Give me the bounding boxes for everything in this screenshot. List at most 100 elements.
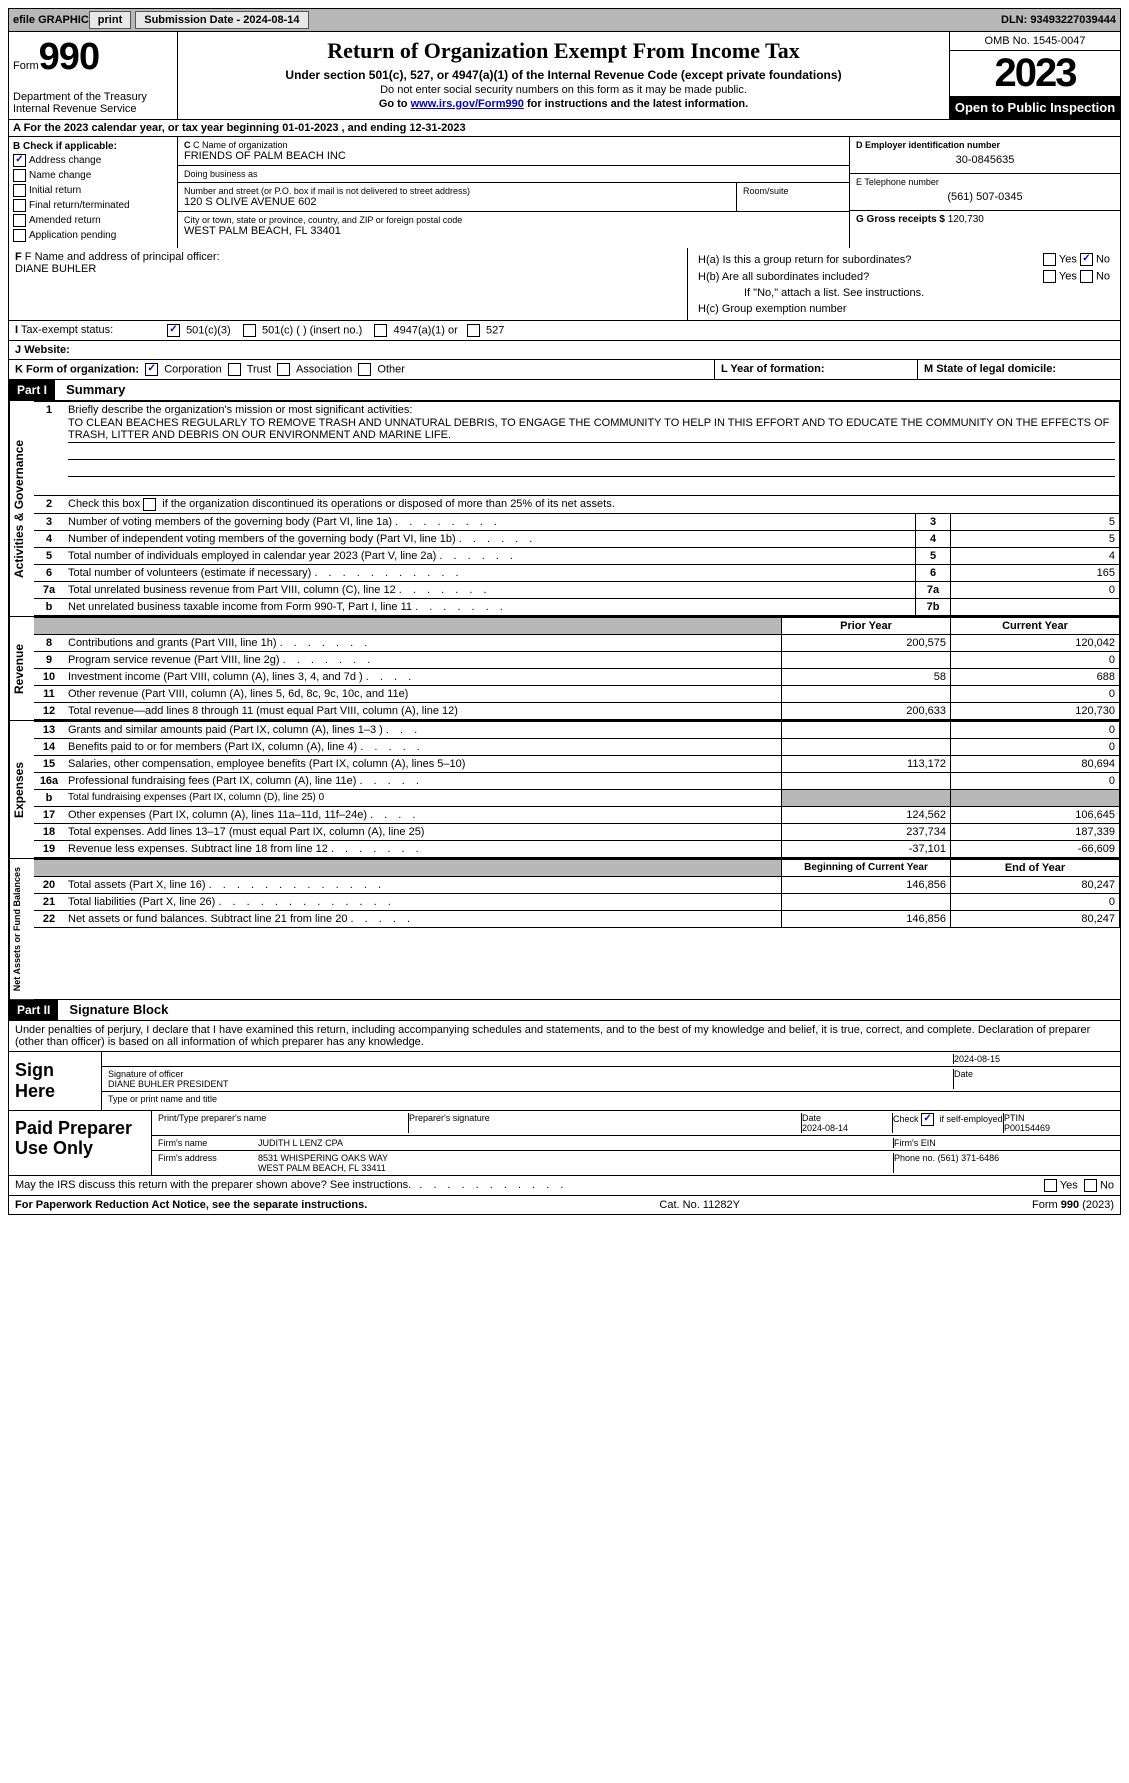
line3-desc: Number of voting members of the governin… xyxy=(64,514,916,531)
yes-label: Yes xyxy=(1059,253,1077,265)
irs-yes-label: Yes xyxy=(1060,1180,1078,1192)
print-button[interactable]: print xyxy=(89,11,131,29)
net-assets-section: Net Assets or Fund Balances Beginning of… xyxy=(8,859,1121,1000)
line16a-cy: 0 xyxy=(951,773,1120,790)
year-formation-label: L Year of formation: xyxy=(721,363,825,375)
line13-py xyxy=(782,722,951,739)
ha-no-checkbox[interactable] xyxy=(1080,253,1093,266)
signature-block: Under penalties of perjury, I declare th… xyxy=(8,1021,1121,1176)
paperwork-notice: For Paperwork Reduction Act Notice, see … xyxy=(15,1199,367,1211)
dba-label: Doing business as xyxy=(184,169,843,179)
line16a-num: 16a xyxy=(34,773,64,790)
line16a-desc: Professional fundraising fees (Part IX, … xyxy=(64,773,782,790)
gross-receipts-value: 120,730 xyxy=(948,214,984,225)
line7b-val xyxy=(951,599,1120,616)
room-label: Room/suite xyxy=(743,186,843,196)
irs-discuss-yes-checkbox[interactable] xyxy=(1044,1179,1057,1192)
line20-cy: 80,247 xyxy=(951,877,1120,894)
inspection-label: Open to Public Inspection xyxy=(950,96,1120,119)
expenses-section: Expenses 13Grants and similar amounts pa… xyxy=(8,721,1121,859)
activities-governance-section: Activities & Governance 1 Briefly descri… xyxy=(8,401,1121,617)
org-name-label: C Name of organization xyxy=(193,140,288,150)
hb-no-checkbox[interactable] xyxy=(1080,270,1093,283)
prep-date-value: 2024-08-14 xyxy=(802,1123,848,1133)
hb-yes-checkbox[interactable] xyxy=(1043,270,1056,283)
line22-num: 22 xyxy=(34,911,64,928)
firm-addr2: WEST PALM BEACH, FL 33411 xyxy=(258,1163,386,1173)
firm-addr-label: Firm's address xyxy=(158,1153,258,1173)
end-year-header: End of Year xyxy=(951,860,1120,877)
line17-desc: Other expenses (Part IX, column (A), lin… xyxy=(64,807,782,824)
corporation-checkbox[interactable] xyxy=(145,363,158,376)
cat-number: Cat. No. 11282Y xyxy=(659,1199,740,1211)
col-b-checkboxes: B Check if applicable: Address change Na… xyxy=(9,137,178,248)
org-name: FRIENDS OF PALM BEACH INC xyxy=(184,150,843,162)
ein-value: 30-0845635 xyxy=(856,150,1114,170)
line10-num: 10 xyxy=(34,669,64,686)
line11-cy: 0 xyxy=(951,686,1120,703)
sig-date: 2024-08-15 xyxy=(954,1054,1114,1064)
ha-yes-checkbox[interactable] xyxy=(1043,253,1056,266)
amended-return-label: Amended return xyxy=(29,215,101,226)
form-word: Form xyxy=(13,60,39,72)
firm-name-value: JUDITH L LENZ CPA xyxy=(258,1138,894,1148)
line14-num: 14 xyxy=(34,739,64,756)
firm-phone-label: Phone no. xyxy=(894,1153,935,1163)
col-c-org-details: C C Name of organization FRIENDS OF PALM… xyxy=(178,137,850,248)
self-employed-checkbox[interactable] xyxy=(921,1113,934,1126)
line12-num: 12 xyxy=(34,703,64,720)
line9-desc: Program service revenue (Part VIII, line… xyxy=(64,652,782,669)
irs-discuss-no-checkbox[interactable] xyxy=(1084,1179,1097,1192)
association-checkbox[interactable] xyxy=(277,363,290,376)
name-change-checkbox[interactable] xyxy=(13,169,26,182)
current-year-header: Current Year xyxy=(951,618,1120,635)
4947-checkbox[interactable] xyxy=(374,324,387,337)
line22-desc: Net assets or fund balances. Subtract li… xyxy=(64,911,782,928)
irs-link[interactable]: www.irs.gov/Form990 xyxy=(411,98,524,110)
trust-checkbox[interactable] xyxy=(228,363,241,376)
efile-label: efile GRAPHIC xyxy=(13,14,89,26)
line5-val: 4 xyxy=(951,548,1120,565)
line6-desc: Total number of volunteers (estimate if … xyxy=(64,565,916,582)
street-label: Number and street (or P.O. box if mail i… xyxy=(184,186,730,196)
final-return-checkbox[interactable] xyxy=(13,199,26,212)
ha-label: H(a) Is this a group return for subordin… xyxy=(698,254,911,266)
firm-addr1: 8531 WHISPERING OAKS WAY xyxy=(258,1153,388,1163)
line22-cy: 80,247 xyxy=(951,911,1120,928)
amended-return-checkbox[interactable] xyxy=(13,214,26,227)
line21-num: 21 xyxy=(34,894,64,911)
declaration-text: Under penalties of perjury, I declare th… xyxy=(9,1021,1120,1051)
line8-cy: 120,042 xyxy=(951,635,1120,652)
line18-num: 18 xyxy=(34,824,64,841)
goto-suffix: for instructions and the latest informat… xyxy=(524,98,748,110)
address-change-checkbox[interactable] xyxy=(13,154,26,167)
501c3-checkbox[interactable] xyxy=(167,324,180,337)
city-value: WEST PALM BEACH, FL 33401 xyxy=(184,225,843,237)
initial-return-checkbox[interactable] xyxy=(13,184,26,197)
line14-desc: Benefits paid to or for members (Part IX… xyxy=(64,739,782,756)
dept-label: Department of the Treasury Internal Reve… xyxy=(13,91,173,115)
line3-lab: 3 xyxy=(916,514,951,531)
submission-date-button[interactable]: Submission Date - 2024-08-14 xyxy=(135,11,308,29)
line4-val: 5 xyxy=(951,531,1120,548)
line19-cy: -66,609 xyxy=(951,841,1120,858)
527-checkbox[interactable] xyxy=(467,324,480,337)
line18-py: 237,734 xyxy=(782,824,951,841)
no-label-2: No xyxy=(1096,270,1110,282)
yes-label-2: Yes xyxy=(1059,270,1077,282)
part2-header: Part II xyxy=(9,1000,58,1020)
website-value xyxy=(161,341,1120,359)
hb-note: If "No," attach a list. See instructions… xyxy=(694,285,1114,301)
discontinued-checkbox[interactable] xyxy=(143,498,156,511)
sig-date-label: Date xyxy=(954,1069,1114,1089)
sig-officer-label: Signature of officer xyxy=(108,1069,183,1079)
line3-num: 3 xyxy=(34,514,64,531)
ein-label: D Employer identification number xyxy=(856,140,1114,150)
line18-desc: Total expenses. Add lines 13–17 (must eq… xyxy=(64,824,782,841)
hb-label: H(b) Are all subordinates included? xyxy=(698,271,869,283)
501c-checkbox[interactable] xyxy=(243,324,256,337)
application-pending-checkbox[interactable] xyxy=(13,229,26,242)
line7b-desc: Net unrelated business taxable income fr… xyxy=(64,599,916,616)
other-checkbox[interactable] xyxy=(358,363,371,376)
line7a-lab: 7a xyxy=(916,582,951,599)
